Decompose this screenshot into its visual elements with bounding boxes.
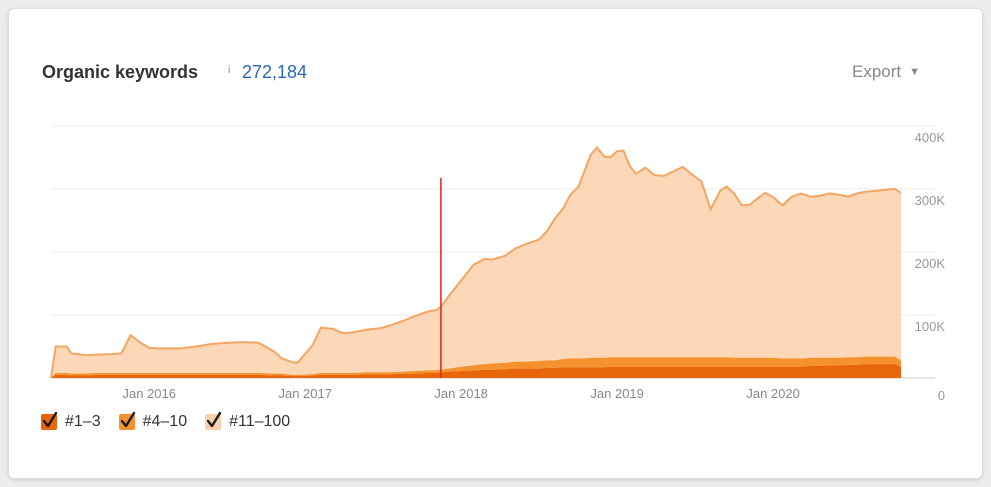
x-tick-label: Jan 2020 (746, 386, 800, 401)
legend-item-4-10[interactable]: #4–10 (118, 411, 188, 431)
checkbox-1-3[interactable] (41, 411, 58, 430)
y-tick-label: 200K (915, 256, 946, 271)
legend-item-11-100[interactable]: #11–100 (205, 411, 291, 431)
area-series-4-10 (51, 356, 901, 378)
y-tick-label: 100K (915, 319, 946, 334)
y-tick-label: 300K (915, 193, 946, 208)
legend-item-1-3[interactable]: #1–3 (41, 411, 101, 431)
checkbox-4-10[interactable] (118, 411, 135, 430)
x-tick-label: Jan 2019 (590, 386, 644, 401)
checkmark-icon (120, 411, 135, 428)
page-title: Organic keywords (42, 62, 199, 82)
checkmark-icon (206, 411, 222, 428)
line-series-11-100 (50, 145, 902, 379)
x-tick-label: Jan 2018 (434, 386, 488, 401)
export-button[interactable]: Export ▼ (852, 62, 920, 82)
area-series-1-3 (51, 364, 901, 378)
checkbox-11-100[interactable] (205, 411, 222, 430)
total-keywords-value: 272,184 (242, 62, 308, 82)
y-tick-label: 400K (915, 130, 946, 145)
checkmark-icon (42, 411, 58, 428)
chart-legend: #1–3 #4–10 #11–100 (41, 411, 308, 431)
y-tick-label: 0 (938, 388, 945, 403)
chevron-down-icon: ▼ (909, 66, 921, 78)
legend-label-4-10: #4–10 (142, 413, 188, 430)
legend-label-1-3: #1–3 (65, 413, 101, 430)
info-icon[interactable]: i (228, 64, 231, 76)
x-tick-label: Jan 2016 (123, 386, 177, 401)
x-tick-label: Jan 2017 (278, 386, 332, 401)
export-label: Export (852, 62, 902, 81)
legend-label-11-100: #11–100 (229, 413, 291, 430)
area-series-11-100 (51, 147, 901, 378)
